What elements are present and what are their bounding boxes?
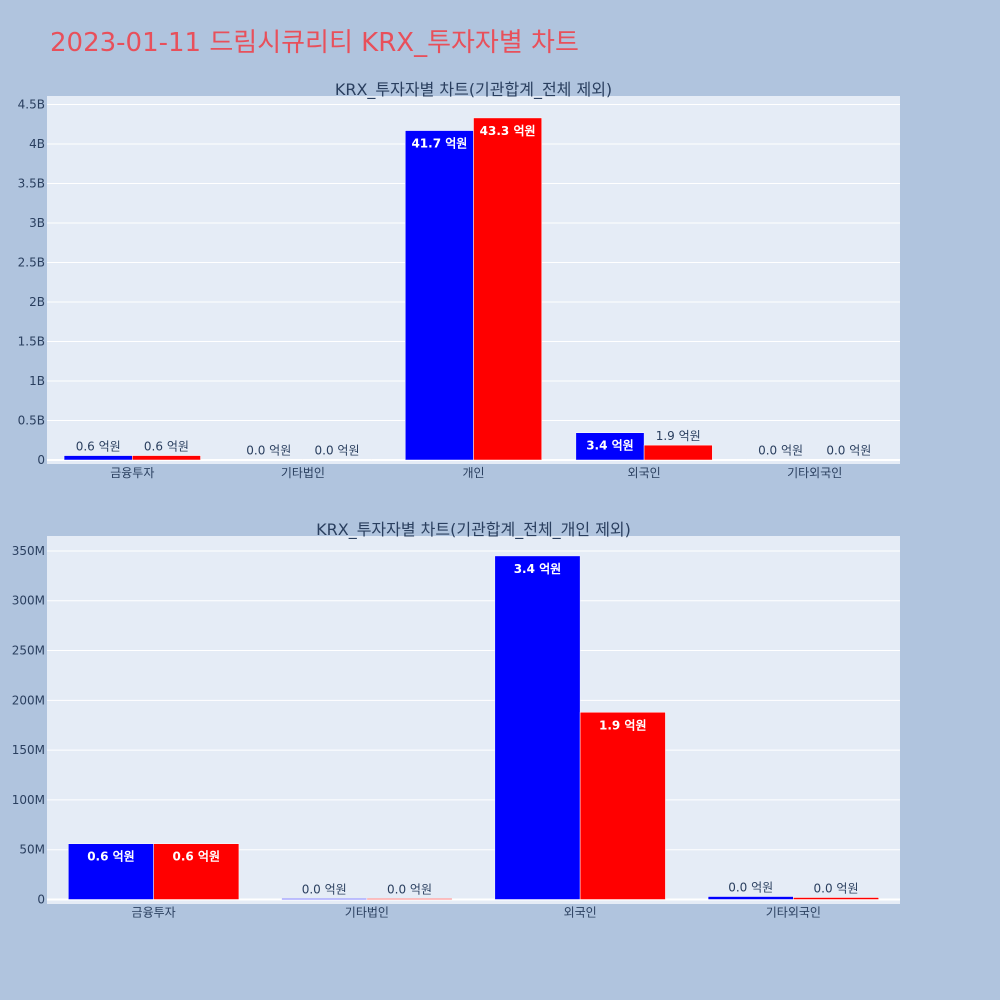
chart-1-bar xyxy=(473,117,542,461)
chart-2-plot-area xyxy=(47,536,900,904)
chart-1-y-tick-label: 1.5B xyxy=(18,335,45,349)
chart-1-x-tick-label: 금융투자 xyxy=(110,466,154,480)
chart-2-data-label: 0.0 억원 xyxy=(302,883,347,897)
chart-1-y-tick-label: 0.5B xyxy=(18,414,45,428)
chart-2-x-tick-label: 외국인 xyxy=(564,906,597,920)
chart-2-data-label: 0.0 억원 xyxy=(728,881,773,895)
chart-2-y-tick-label: 300M xyxy=(12,594,45,608)
chart-2-bar xyxy=(707,896,794,900)
chart-1-data-label: 3.4 억원 xyxy=(586,439,634,453)
chart-2-bar xyxy=(366,898,453,900)
chart-2-data-label: 0.6 억원 xyxy=(87,850,135,864)
chart-1-x-tick-label: 기타외국인 xyxy=(787,466,842,480)
chart-1-data-label: 0.0 억원 xyxy=(826,444,871,458)
chart-2-x-tick-label: 기타외국인 xyxy=(766,906,821,920)
chart-1-data-label: 0.0 억원 xyxy=(246,444,291,458)
chart-1-data-label: 41.7 억원 xyxy=(411,137,467,151)
chart-1-y-tick-label: 0 xyxy=(37,453,45,467)
chart-1-bar xyxy=(132,455,201,461)
chart-2-x-tick-label: 기타법인 xyxy=(345,906,389,920)
chart-2-bar xyxy=(579,712,666,900)
chart-1-x-tick-label: 외국인 xyxy=(628,466,661,480)
chart-2-y-tick-label: 0 xyxy=(37,893,45,907)
chart-1-data-label: 1.9 억원 xyxy=(656,429,701,443)
chart-2-bar xyxy=(793,897,879,900)
chart-1-y-tick-label: 1B xyxy=(29,374,45,388)
chart-1-bar xyxy=(814,459,884,461)
chart-2-data-label: 3.4 억원 xyxy=(514,562,562,576)
chart-1-bar xyxy=(643,444,713,461)
chart-1-data-label: 43.3 억원 xyxy=(480,124,536,138)
chart-1-y-tick-label: 2B xyxy=(29,295,45,309)
chart-2-data-label: 1.9 억원 xyxy=(599,718,647,732)
chart-1-bar xyxy=(575,432,645,461)
chart-1-x-tick-label: 기타법인 xyxy=(281,466,325,480)
chart-2-x-tick-label: 금융투자 xyxy=(132,906,176,920)
chart-2-bar xyxy=(281,898,368,900)
chart-2-data-label: 0.6 억원 xyxy=(173,850,221,864)
chart-2-y-tick-label: 150M xyxy=(12,743,45,757)
chart-1-x-tick-label: 개인 xyxy=(462,466,484,480)
chart-1-y-tick-label: 4B xyxy=(29,137,45,151)
chart-2-data-label: 0.0 억원 xyxy=(387,883,432,897)
chart-1-y-tick-label: 2.5B xyxy=(18,256,45,270)
chart-2-bar xyxy=(153,843,240,900)
chart-1-data-label: 0.6 억원 xyxy=(76,440,121,454)
chart-1-y-tick-label: 4.5B xyxy=(18,98,45,112)
chart-2-y-tick-label: 200M xyxy=(12,693,45,707)
chart-2-title: KRX_투자자별 차트(기관합계_전체_개인 제외) xyxy=(316,520,631,540)
chart-1-bar xyxy=(746,459,815,461)
chart-1-bar xyxy=(302,459,372,461)
chart-2-bar xyxy=(68,843,154,900)
chart-2-y-tick-label: 50M xyxy=(19,843,45,857)
chart-1-bar xyxy=(405,130,474,461)
page-title: 2023-01-11 드림시큐리티 KRX_투자자별 차트 xyxy=(50,28,579,58)
chart-1-data-label: 0.6 억원 xyxy=(144,440,189,454)
chart-2-y-tick-label: 100M xyxy=(12,793,45,807)
chart-1-y-tick-label: 3B xyxy=(29,216,45,230)
chart-2-y-tick-label: 250M xyxy=(12,644,45,658)
chart-1-bar xyxy=(63,455,133,461)
chart-2-y-tick-label: 350M xyxy=(12,544,45,558)
chart-1-y-tick-label: 3.5B xyxy=(18,177,45,191)
chart-1-title: KRX_투자자별 차트(기관합계_전체 제외) xyxy=(335,80,612,100)
chart-1-data-label: 0.0 억원 xyxy=(758,444,803,458)
chart-2-bar xyxy=(494,555,581,900)
chart-2-data-label: 0.0 억원 xyxy=(814,882,859,896)
chart-1-data-label: 0.0 억원 xyxy=(315,444,360,458)
chart-1-bar xyxy=(234,459,304,461)
